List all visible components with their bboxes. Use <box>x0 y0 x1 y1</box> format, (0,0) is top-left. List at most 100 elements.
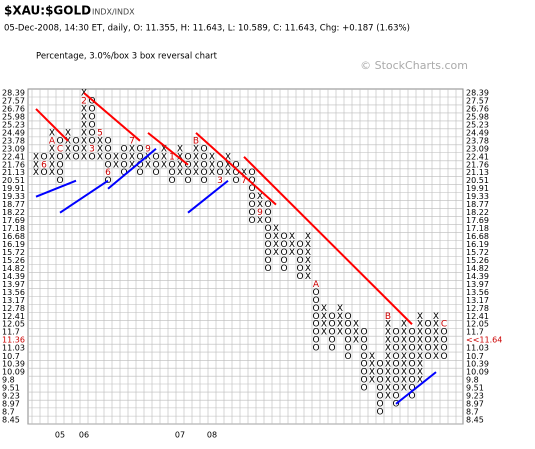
box-o: O <box>248 168 255 178</box>
box-x: X <box>161 152 167 162</box>
y-tick-label: 11.36 <box>2 336 25 345</box>
box-o: O <box>264 208 271 218</box>
box-x: X <box>385 352 391 362</box>
box-o: O <box>328 320 335 330</box>
y-tick-label: 25.23 <box>2 120 25 129</box>
box-x: X <box>81 112 87 122</box>
trendline <box>35 179 77 198</box>
y-tick-label: 28.39 <box>2 89 25 98</box>
box-o: O <box>200 152 207 162</box>
box-o: O <box>392 368 399 378</box>
box-x: X <box>97 152 103 162</box>
y-tick-label: 16.19 <box>2 240 25 249</box>
box-x: X <box>417 368 423 378</box>
box-o: O <box>408 336 415 346</box>
box-o: O <box>72 136 79 146</box>
month-marker: 9 <box>145 144 151 154</box>
box-o: O <box>200 160 207 170</box>
box-x: X <box>225 160 231 170</box>
box-x: X <box>193 168 199 178</box>
box-o: O <box>408 376 415 386</box>
box-x: X <box>385 344 391 354</box>
y-tick-label: 17.18 <box>2 224 25 233</box>
box-x: X <box>209 160 215 170</box>
box-x: X <box>369 376 375 386</box>
box-o: O <box>440 352 447 362</box>
box-x: X <box>321 320 327 330</box>
box-o: O <box>200 176 207 186</box>
y2-tick-label: 14.39 <box>466 272 489 281</box>
watermark: © StockCharts.com <box>360 59 468 72</box>
y-tick-label: 8.45 <box>2 416 20 425</box>
y2-tick-label: 8.7 <box>466 408 479 417</box>
box-x: X <box>33 152 39 162</box>
box-o: O <box>280 248 287 258</box>
box-o: O <box>264 264 271 274</box>
box-x: X <box>209 152 215 162</box>
box-x: X <box>433 320 439 330</box>
box-o: O <box>120 152 127 162</box>
month-marker: 3 <box>217 176 223 186</box>
box-o: O <box>440 328 447 338</box>
y2-tick-label: 18.77 <box>466 200 489 209</box>
box-o: O <box>152 152 159 162</box>
y-tick-label: 11.7 <box>2 328 20 337</box>
box-o: O <box>408 368 415 378</box>
box-o: O <box>312 304 319 314</box>
box-o: O <box>184 176 191 186</box>
y2-tick-label: 11.03 <box>466 344 489 353</box>
box-x: X <box>417 360 423 370</box>
month-marker: B <box>193 136 199 146</box>
y-tick-label: 21.76 <box>2 160 25 169</box>
box-x: X <box>417 320 423 330</box>
box-o: O <box>344 352 351 362</box>
box-x: X <box>81 152 87 162</box>
box-x: X <box>193 160 199 170</box>
box-x: X <box>401 384 407 394</box>
box-x: X <box>113 160 119 170</box>
box-o: O <box>392 344 399 354</box>
box-o: O <box>104 160 111 170</box>
month-marker: C <box>57 144 63 154</box>
box-o: O <box>392 336 399 346</box>
y2-tick-label: 13.97 <box>466 280 489 289</box>
box-o: O <box>424 352 431 362</box>
box-x: X <box>337 320 343 330</box>
box-o: O <box>440 344 447 354</box>
box-o: O <box>88 120 95 130</box>
box-o: O <box>360 384 367 394</box>
box-o: O <box>424 328 431 338</box>
y2-tick-label: 9.8 <box>466 376 479 385</box>
month-marker: 6 <box>41 160 47 170</box>
box-o: O <box>328 312 335 322</box>
box-x: X <box>273 240 279 250</box>
box-o: O <box>344 320 351 330</box>
box-x: X <box>401 344 407 354</box>
box-x: X <box>81 104 87 114</box>
box-o: O <box>360 360 367 370</box>
box-o: O <box>152 168 159 178</box>
box-x: X <box>369 352 375 362</box>
box-o: O <box>408 344 415 354</box>
box-x: X <box>337 328 343 338</box>
box-o: O <box>232 168 239 178</box>
box-x: X <box>225 168 231 178</box>
box-x: X <box>81 144 87 154</box>
y-tick-label: 25.98 <box>2 112 25 121</box>
box-x: X <box>193 144 199 154</box>
y2-tick-label: 15.26 <box>466 256 489 265</box>
box-o: O <box>312 312 319 322</box>
box-x: X <box>401 352 407 362</box>
y-tick-label: 19.91 <box>2 184 25 193</box>
box-o: O <box>248 208 255 218</box>
y-tick-label: 17.69 <box>2 216 25 225</box>
box-o: O <box>360 352 367 362</box>
box-o: O <box>296 240 303 250</box>
box-x: X <box>97 144 103 154</box>
box-o: O <box>328 344 335 354</box>
box-x: X <box>49 128 55 138</box>
month-marker: 6 <box>105 168 111 178</box>
box-x: X <box>161 160 167 170</box>
y-tick-label: 24.49 <box>2 128 25 137</box>
box-x: X <box>417 312 423 322</box>
